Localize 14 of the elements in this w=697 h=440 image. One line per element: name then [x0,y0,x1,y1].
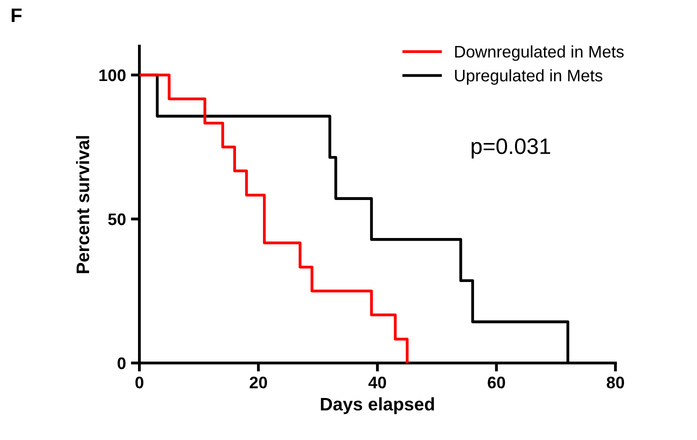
x-tick-label: 20 [250,376,267,388]
x-tick-label: 60 [488,376,506,388]
legend-label: Downregulated in Mets [455,45,624,61]
chart-title: F [12,8,22,22]
x-tick-label: 40 [368,376,386,388]
x-axis-title: Days elapsed [320,397,434,414]
y-tick-label: 100 [99,69,126,82]
legend-label: Upregulated in Mets [455,69,602,85]
x-tick-label: 0 [135,376,144,388]
y-axis-title: Percent survival [76,136,90,274]
y-tick-label: 0 [118,357,126,370]
y-tick-label: 50 [108,213,126,226]
annotation: p=0.031 [472,138,550,159]
x-tick-label: 80 [606,376,624,388]
